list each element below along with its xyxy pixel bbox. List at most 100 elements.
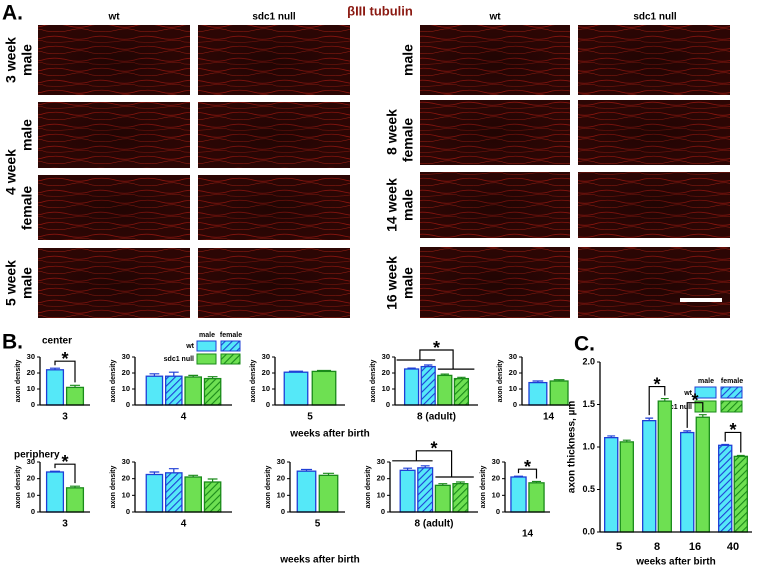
micrograph-shade (578, 247, 730, 318)
micrographs (38, 25, 730, 318)
significance-bracket (517, 468, 538, 479)
y-tick-label: 20 (122, 368, 130, 377)
legend-swatch (720, 400, 743, 413)
legend-swatch (220, 340, 241, 352)
y-tick-label: 0 (381, 507, 385, 516)
y-tick-label: 10 (377, 490, 385, 499)
legend-swatch (220, 353, 241, 365)
row-label: 4 week (3, 149, 19, 195)
row-label: male (400, 189, 416, 221)
y-tick-label: 30 (122, 352, 130, 361)
column-label: wt (107, 12, 120, 23)
column-label: wt (488, 12, 501, 23)
x-axis-label: weeks after birth (289, 429, 369, 440)
error-bar (168, 468, 179, 473)
x-tick-label: 14 (543, 412, 555, 423)
bar (145, 473, 164, 513)
y-tick-label: 10 (492, 490, 500, 499)
y-tick-label: 10 (27, 384, 35, 393)
y-axis-label: axon thickness, µm (567, 401, 578, 494)
bar (420, 365, 436, 406)
bar (733, 455, 748, 533)
error-bar (168, 371, 179, 377)
micrograph-shade (420, 247, 570, 318)
error-bar (457, 376, 466, 379)
error-bar (513, 475, 524, 477)
x-tick-label: 8 (adult) (415, 519, 454, 530)
y-tick-label: 1.5 (582, 399, 595, 409)
error-bar (683, 430, 692, 433)
error-bar (607, 435, 616, 438)
bar (45, 471, 65, 513)
y-tick-label: 0 (496, 507, 500, 516)
micrograph-shade (198, 25, 350, 95)
bar (528, 482, 545, 513)
micrograph-shade (38, 25, 190, 95)
y-tick-label: 0 (386, 400, 390, 409)
x-tick-label: 14 (522, 529, 534, 540)
bar (452, 483, 469, 513)
bar (528, 381, 548, 406)
micrograph-shade (198, 102, 350, 168)
y-axis-label: axon density (497, 360, 504, 403)
legend-label: male (698, 378, 714, 385)
error-bar (322, 472, 335, 476)
bar (65, 386, 85, 406)
micrograph-shade (198, 248, 350, 318)
y-tick-label: 30 (509, 352, 517, 361)
y-tick-label: 30 (277, 457, 285, 466)
bar (434, 484, 451, 513)
bar (680, 431, 695, 533)
x-tick-label: 3 (62, 412, 68, 423)
x-tick-label: 40 (727, 541, 739, 553)
x-tick-label: 5 (315, 519, 321, 530)
row-label: male (400, 44, 416, 76)
bar (619, 441, 634, 533)
error-bar (407, 367, 416, 369)
significance-star: * (430, 439, 437, 459)
row-label: 5 week (3, 260, 19, 306)
error-bar (69, 485, 81, 488)
legend-label: wt (185, 343, 194, 350)
micrograph-shade (578, 172, 730, 238)
y-tick-label: 30 (377, 457, 385, 466)
bar (318, 474, 339, 513)
significance-star: * (61, 452, 68, 472)
x-tick-label: 3 (62, 519, 68, 530)
micrograph-shade (578, 25, 730, 95)
error-bar (532, 380, 544, 383)
legend-swatch (720, 386, 743, 399)
row-label: 16 week (384, 256, 400, 310)
error-bar (736, 454, 745, 457)
legend-label: sdc1 null (164, 356, 194, 363)
y-tick-label: 30 (262, 352, 270, 361)
section-label: center (42, 336, 72, 347)
micrograph-shade (420, 25, 570, 95)
legend-swatch (694, 386, 717, 399)
error-bar (424, 364, 433, 367)
bar (296, 470, 317, 513)
y-tick-label: 2.0 (582, 356, 595, 366)
y-tick-label: 0 (266, 400, 270, 409)
bar (437, 374, 453, 406)
error-bar (420, 465, 430, 468)
y-axis-label: axon density (15, 466, 22, 509)
y-tick-label: 10 (27, 490, 35, 499)
error-bar (149, 471, 160, 475)
bar (604, 436, 619, 533)
y-tick-label: 20 (122, 474, 130, 483)
x-axis-label: weeks after birth (279, 555, 359, 566)
significance-bracket (54, 360, 76, 383)
column-label: sdc1 null (633, 12, 677, 23)
bar (657, 400, 672, 533)
panel-label: B. (2, 331, 23, 354)
bar (311, 370, 337, 406)
x-axis-label: weeks after birth (635, 557, 715, 568)
bar (184, 376, 202, 406)
error-bar (188, 474, 199, 477)
y-tick-label: 0 (513, 400, 517, 409)
y-axis-label: axon density (480, 466, 487, 509)
error-bar (440, 373, 449, 376)
significance-star: * (691, 390, 698, 410)
